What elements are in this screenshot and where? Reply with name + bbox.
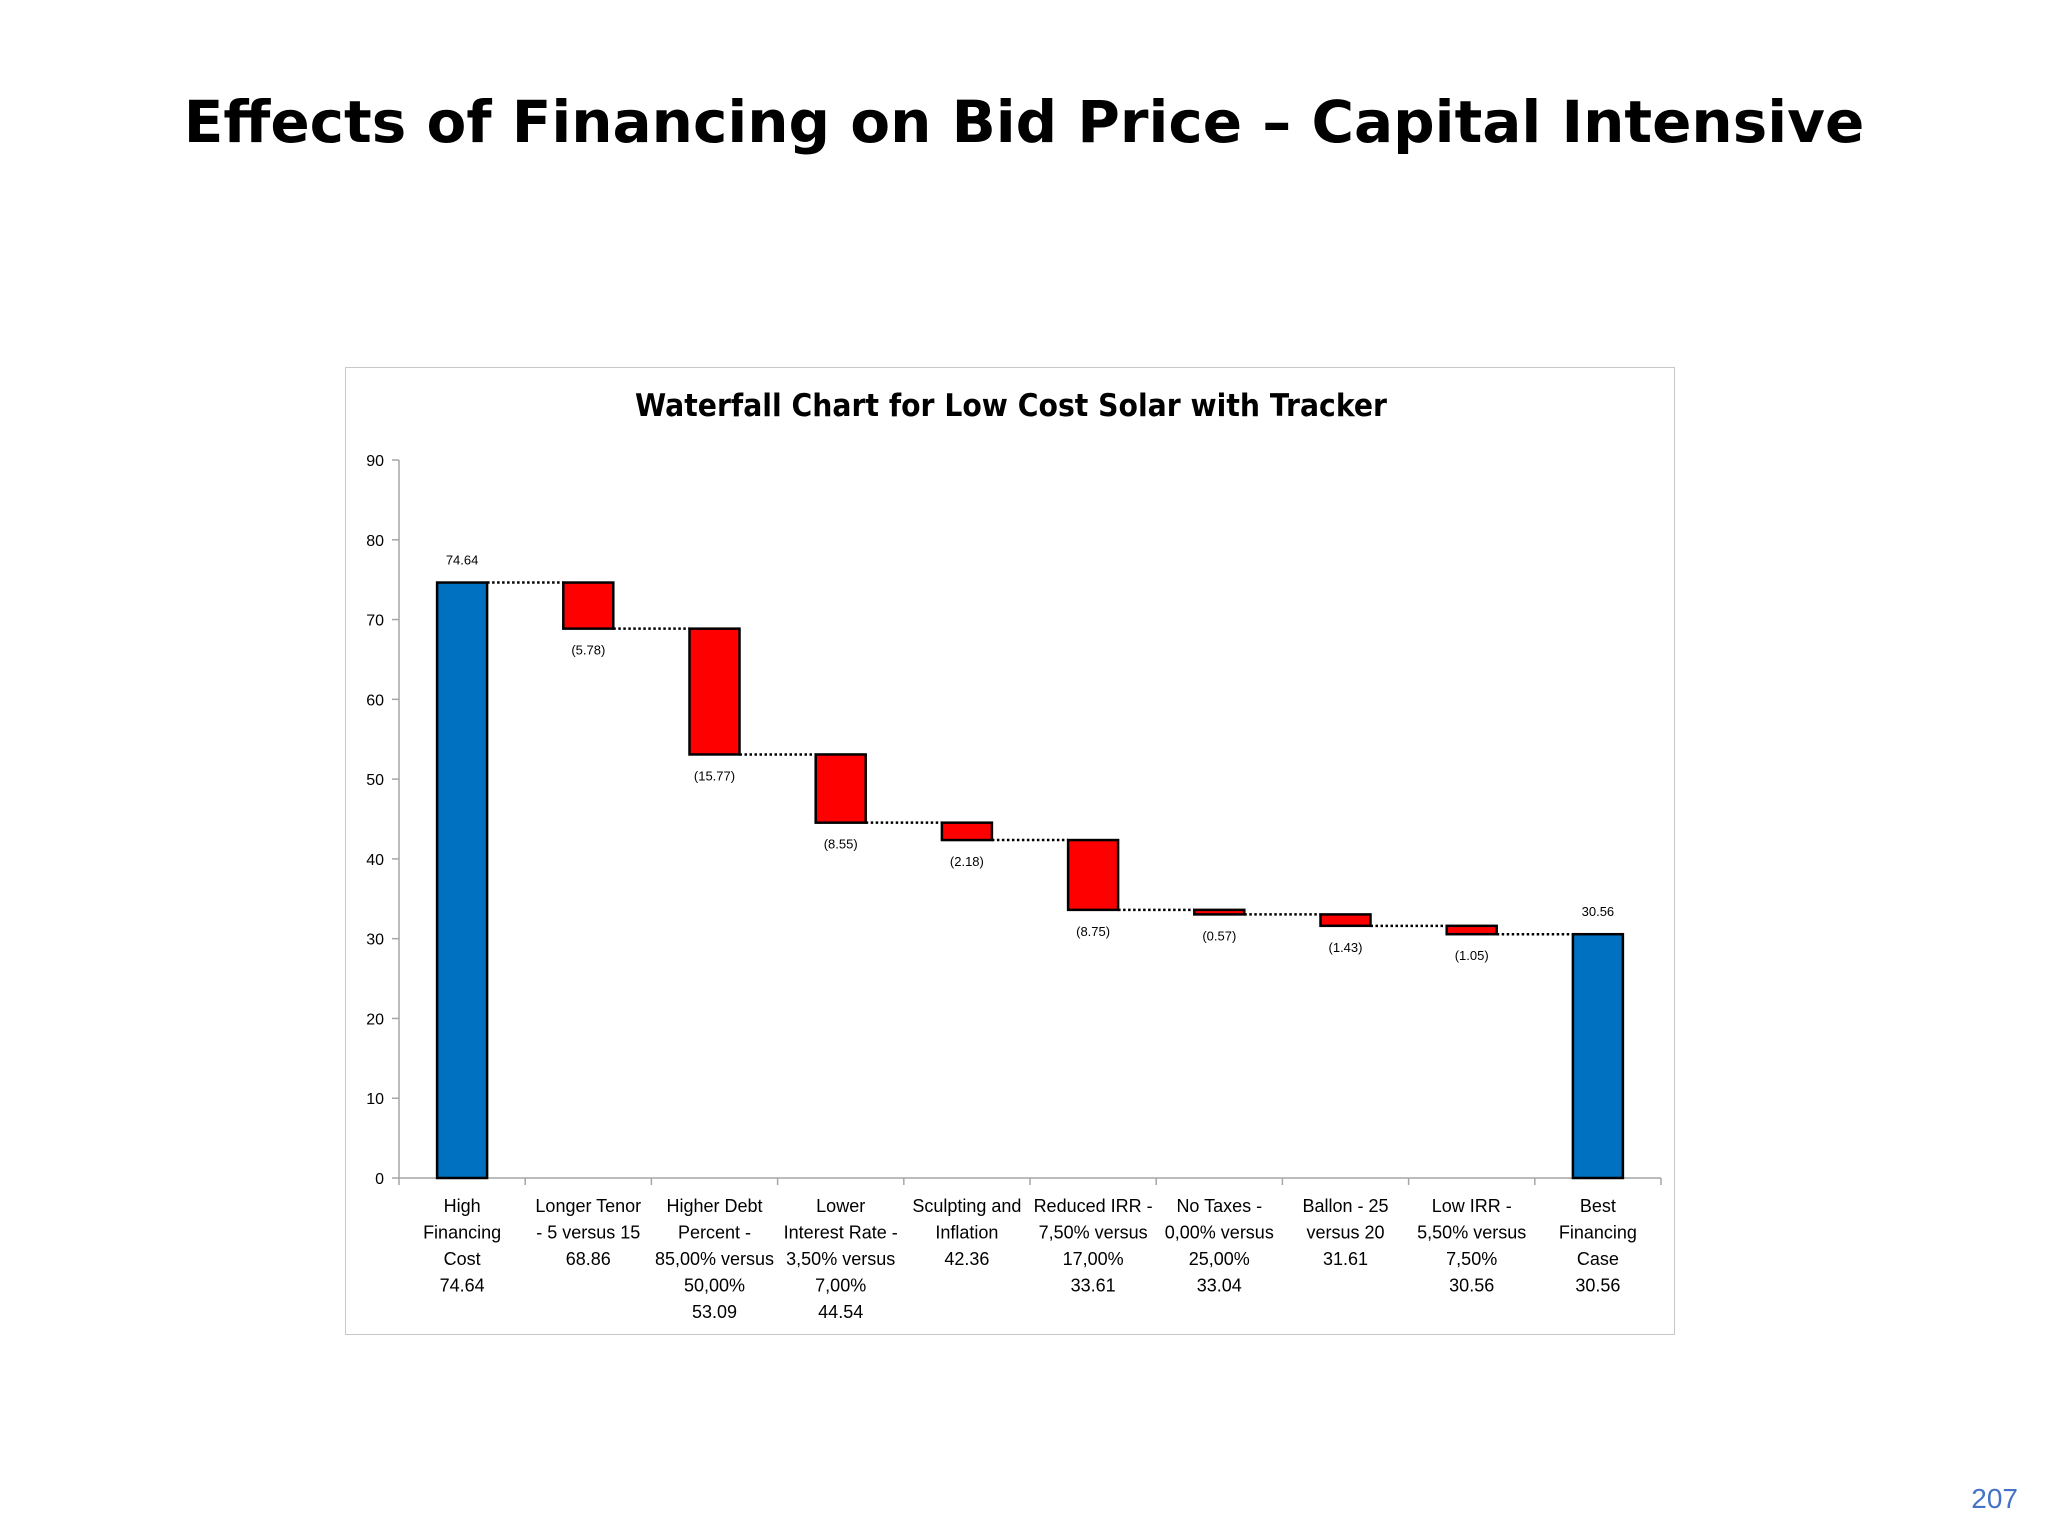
category-label-line: 7,50% versus [1039,1223,1148,1243]
category-labels: High Financing Cost 74.64 Longer Tenor - 5 ve… [423,1196,1637,1322]
y-tick-label: 70 [366,613,384,630]
category-label: Reduced IRR - 7,50% versus 17,00% 33.61 [1034,1196,1153,1296]
category-label-line: 17,00% [1063,1249,1124,1269]
category-label-line: Inflation [935,1223,998,1243]
y-axis: 0 10 20 30 40 50 60 70 80 90 [366,453,400,1188]
category-label-line: Interest Rate - [784,1223,898,1243]
category-label-line: Financing [423,1223,501,1243]
category-label: Sculpting and Inflation 42.36 [912,1196,1021,1269]
category-label-line: 33.61 [1071,1276,1116,1296]
y-tick-label: 40 [366,852,384,869]
bar-value-label: (2.18) [950,854,984,869]
category-label-line: 68.86 [566,1249,611,1269]
bar-value-label: (1.05) [1455,948,1489,963]
category-label: Higher Debt Percent - 85,00% versus 50,00% 5… [655,1196,774,1322]
y-tick-label: 50 [366,772,384,789]
category-label: No Taxes - 0,00% versus 25,00% 33.04 [1165,1196,1274,1296]
waterfall-chart: Waterfall Chart for Low Cost Solar with … [366,388,1662,1322]
category-label-line: 31.61 [1323,1249,1368,1269]
chart-title: Waterfall Chart for Low Cost Solar with … [635,388,1388,424]
category-label-line: 3,50% versus [786,1249,895,1269]
category-label-line: No Taxes - [1176,1196,1262,1216]
category-label-line: Best [1580,1196,1616,1216]
category-label-line: 30.56 [1449,1276,1494,1296]
category-label-line: 7,00% [815,1276,866,1296]
bar-value-label: (8.75) [1076,924,1110,939]
decrease-bar [1319,913,1372,928]
decrease-bar [1066,838,1120,912]
slide-title: Effects of Financing on Bid Price – Capi… [183,88,1865,156]
bar-value-label: (15.77) [694,768,735,783]
category-label-line: 25,00% [1189,1249,1250,1269]
bar-value-label: 30.56 [1582,904,1615,919]
category-label-line: Sculpting and [912,1196,1021,1216]
category-label-line: Case [1577,1249,1619,1269]
bar-value-label: (1.43) [1329,940,1363,955]
y-tick-label: 90 [366,453,384,470]
chart-frame: Waterfall Chart for Low Cost Solar with … [345,367,1675,1335]
category-label-line: Financing [1559,1223,1637,1243]
y-tick-label: 0 [375,1171,384,1188]
category-label-line: Longer Tenor [535,1196,641,1216]
bar-value-label: (8.55) [824,837,858,852]
x-axis [398,1177,1662,1185]
category-label-line: 50,00% [684,1276,745,1296]
y-tick-label: 30 [366,932,384,949]
bars [435,581,1625,1180]
category-label: Best Financing Case 30.56 [1559,1196,1637,1296]
category-label-line: 85,00% versus [655,1249,774,1269]
category-label-line: 33.04 [1197,1276,1242,1296]
category-label-line: Higher Debt [666,1196,762,1216]
y-tick-label: 80 [366,533,384,550]
category-label-line: Cost [444,1249,481,1269]
category-label-line: versus 20 [1306,1223,1384,1243]
category-label-line: High [444,1196,481,1216]
decrease-bar [1445,924,1498,936]
category-label-line: 5,50% versus [1417,1223,1526,1243]
category-label: Ballon - 25 versus 20 31.61 [1302,1196,1388,1269]
decrease-bar [688,627,741,756]
total-bar [1571,932,1625,1180]
bar-value-label: (0.57) [1202,928,1236,943]
category-label-line: 74.64 [440,1276,485,1296]
category-label-line: Ballon - 25 [1302,1196,1388,1216]
y-tick-label: 20 [366,1011,384,1028]
bar-value-label: 74.64 [446,553,479,568]
category-label-line: 42.36 [944,1249,989,1269]
decrease-bar [814,753,867,824]
category-label-line: - 5 versus 15 [536,1223,640,1243]
category-label-line: 30.56 [1575,1276,1620,1296]
page-number: 207 [1971,1483,2018,1514]
category-label-line: Percent - [678,1223,751,1243]
category-label-line: 7,50% [1446,1249,1497,1269]
category-label: Longer Tenor - 5 versus 15 68.86 [535,1196,641,1269]
category-label-line: Lower [816,1196,865,1216]
decrease-bar [1193,908,1246,916]
category-label-line: 44.54 [818,1302,863,1322]
category-label-line: Low IRR - [1432,1196,1512,1216]
y-tick-label: 10 [366,1091,384,1108]
category-label-line: 0,00% versus [1165,1223,1274,1243]
category-label: High Financing Cost 74.64 [423,1196,501,1296]
decrease-bar [562,581,615,630]
bar-value-label: (5.78) [571,643,605,658]
y-tick-label: 60 [366,692,384,709]
category-label-line: 53.09 [692,1302,737,1322]
bar-labels: 74.64 (5.78) (15.77) (8.55) (2.18) (8.75) (0.5… [446,553,1614,964]
category-label: Low IRR - 5,50% versus 7,50% 30.56 [1417,1196,1526,1296]
total-bar [435,581,489,1180]
connector-lines [487,581,1573,936]
category-label-line: Reduced IRR - [1034,1196,1153,1216]
category-label: Lower Interest Rate - 3,50% versus 7,00% 44.… [784,1196,898,1322]
decrease-bar [940,821,994,842]
